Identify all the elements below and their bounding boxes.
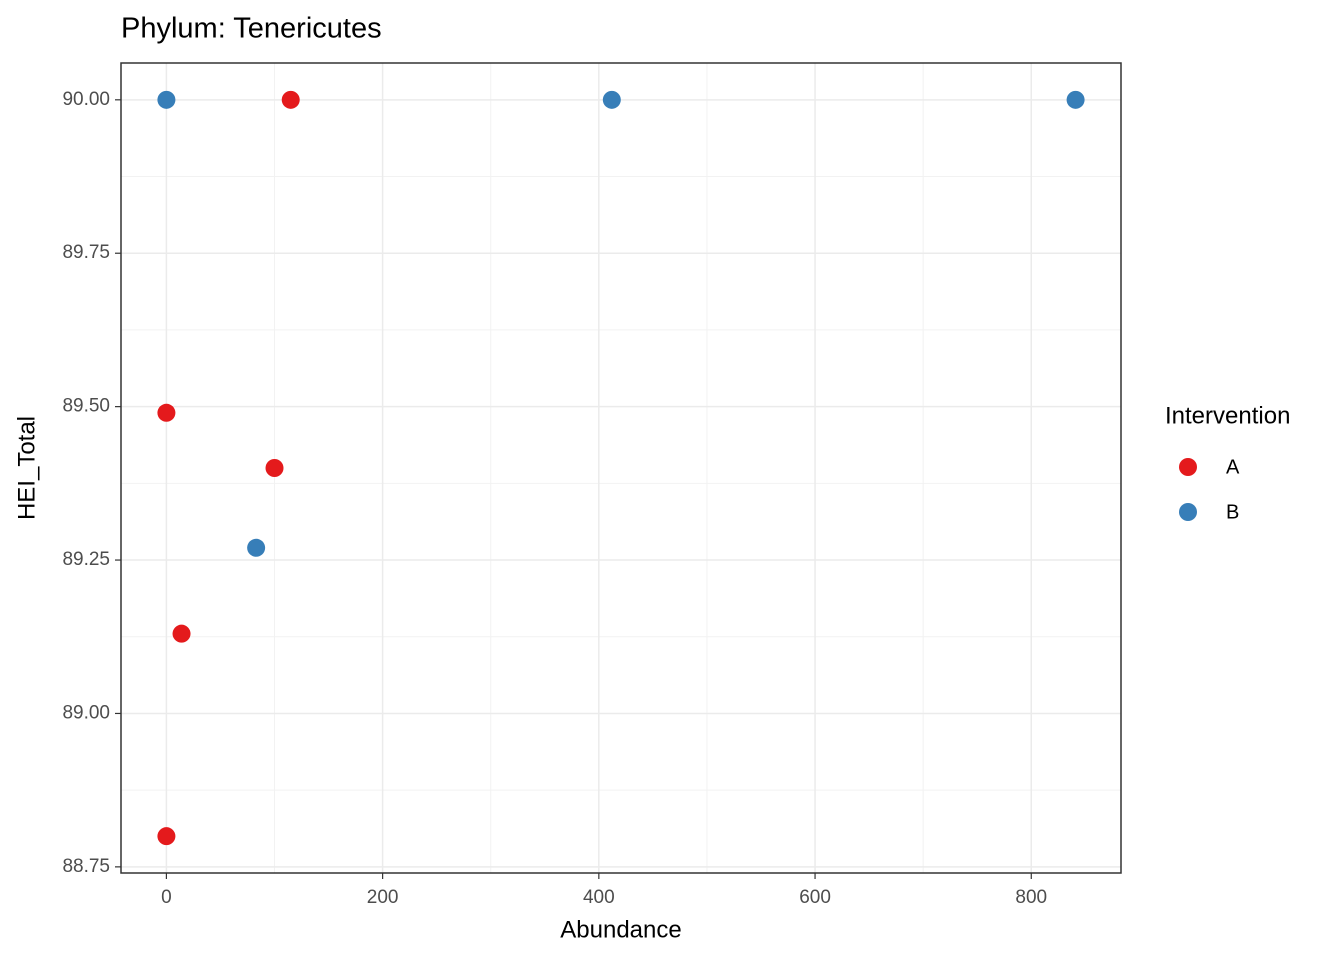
panel-border: [120, 62, 1122, 874]
x-tick-label: 400: [583, 887, 615, 908]
y-tick-label: 89.00: [62, 702, 110, 723]
y-tick-label: 89.50: [62, 396, 110, 417]
legend-key: [1179, 458, 1197, 476]
y-tick-label: 89.25: [62, 549, 110, 570]
point: [265, 459, 284, 477]
x-tick-label: 0: [161, 887, 172, 908]
x-tick-label: 200: [367, 887, 399, 908]
point: [281, 90, 300, 109]
point: [157, 403, 176, 422]
point: [157, 827, 176, 846]
chart-title: Phylum: Tenericutes: [121, 13, 382, 45]
y-tick-label: 88.75: [62, 856, 110, 877]
x-axis-label: Abundance: [560, 916, 681, 943]
x-tick-label: 800: [1015, 887, 1047, 908]
y-axis-label: HEI_Total: [13, 416, 40, 520]
legend-label: B: [1226, 501, 1239, 523]
point: [1066, 90, 1085, 109]
point: [157, 90, 176, 109]
point: [247, 538, 266, 557]
y-tick-label: 90.00: [62, 89, 110, 110]
y-tick-label: 89.75: [62, 242, 110, 263]
x-tick-label: 600: [799, 887, 831, 908]
point: [172, 624, 191, 643]
legend-title: Intervention: [1165, 402, 1290, 429]
point: [602, 90, 621, 109]
legend-key: [1179, 503, 1197, 521]
legend-label: A: [1226, 456, 1240, 478]
